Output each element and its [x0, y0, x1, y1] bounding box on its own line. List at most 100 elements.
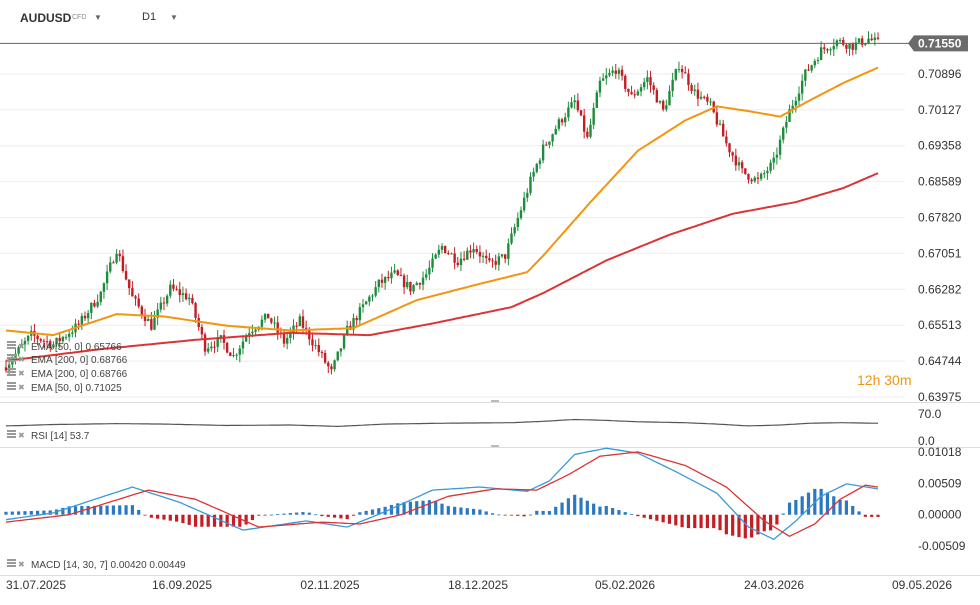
menu-icon[interactable] [7, 385, 16, 387]
macd-histogram-bar [29, 510, 33, 515]
candle-body [20, 344, 23, 348]
menu-icon[interactable] [7, 430, 16, 432]
candle-body [298, 316, 302, 326]
menu-icon[interactable] [7, 374, 16, 376]
candle-body [731, 152, 734, 156]
menu-icon[interactable] [7, 344, 16, 346]
legend-macd[interactable]: MACD [14, 30, 7] 0.00420 0.00449 [31, 560, 186, 571]
menu-icon[interactable] [7, 368, 16, 370]
candle-body [172, 284, 175, 289]
close-icon[interactable]: ✖ [18, 369, 25, 378]
candle-body [529, 176, 532, 193]
menu-icon[interactable] [7, 382, 16, 384]
macd-histogram-bar [10, 511, 14, 515]
macd-histogram-bar [762, 514, 766, 532]
candle-body [336, 351, 339, 361]
macd-histogram-bar [193, 514, 198, 527]
candle-body [867, 38, 870, 44]
symbol-chevron-down-icon[interactable]: ▼ [94, 13, 102, 22]
candle-body [140, 306, 144, 315]
macd-histogram-bar [168, 514, 172, 521]
menu-icon[interactable] [7, 371, 16, 373]
price-tick-label: 0.69358 [918, 139, 962, 153]
candle-body [64, 336, 68, 338]
macd-histogram-bar [775, 514, 779, 525]
candle-body [823, 47, 826, 50]
date-tick-label: 18.12.2025 [448, 578, 508, 592]
macd-histogram-bar [149, 514, 153, 518]
candle-body [17, 347, 20, 354]
close-icon[interactable]: ✖ [18, 342, 25, 351]
candle-body [58, 337, 61, 342]
candle-body [159, 302, 163, 310]
timeframe-chevron-down-icon[interactable]: ▼ [170, 13, 178, 22]
macd-histogram-bar [105, 505, 109, 515]
menu-icon[interactable] [7, 360, 16, 362]
candle-body [639, 87, 643, 92]
symbol-name[interactable]: AUDUSD [20, 11, 72, 25]
close-icon[interactable]: ✖ [18, 560, 25, 569]
macd-histogram-bar [693, 514, 697, 529]
menu-icon[interactable] [7, 562, 16, 564]
candle-body [390, 272, 393, 279]
menu-icon[interactable] [7, 354, 16, 356]
candle-body [838, 39, 842, 41]
candle-body [456, 262, 459, 266]
candle-body [112, 262, 115, 264]
menu-icon[interactable] [7, 559, 16, 561]
candle-body [703, 96, 706, 98]
macd-tick-label: -0.00509 [918, 539, 966, 553]
price-tick-label: 0.65513 [918, 318, 962, 332]
candle-body [406, 281, 409, 288]
price-tick-label: 0.64744 [918, 354, 962, 368]
macd-histogram-bar [503, 514, 507, 516]
candle-body [535, 164, 538, 172]
rsi-tick-label: 0.0 [918, 434, 935, 448]
legend-ema-4[interactable]: EMA [50, 0] 0.71025 [31, 383, 122, 394]
candle-body [49, 341, 52, 348]
candle-body [194, 303, 197, 318]
candle-body [737, 162, 741, 166]
menu-icon[interactable] [7, 436, 16, 438]
candle-body [507, 243, 510, 259]
macd-histogram-bar [446, 506, 450, 515]
candle-body [203, 334, 207, 352]
macd-histogram-bar [250, 514, 255, 521]
menu-icon[interactable] [7, 357, 16, 359]
legend-rsi[interactable]: RSI [14] 53.7 [31, 431, 90, 442]
menu-icon[interactable] [7, 347, 16, 349]
candle-body [383, 276, 387, 283]
close-icon[interactable]: ✖ [18, 355, 25, 364]
candle-body [699, 96, 703, 99]
macd-histogram-bar [851, 505, 855, 515]
candle-body [567, 107, 570, 118]
candle-body [267, 313, 270, 319]
menu-icon[interactable] [7, 433, 16, 435]
candle-body [551, 134, 554, 142]
menu-icon[interactable] [7, 565, 16, 567]
close-icon[interactable]: ✖ [18, 431, 25, 440]
pane-resize-handle[interactable] [491, 400, 499, 402]
macd-histogram-bar [295, 512, 299, 515]
macd-histogram-bar [257, 514, 261, 516]
candle-body [696, 89, 700, 99]
close-icon[interactable]: ✖ [18, 383, 25, 392]
legend-ema-2[interactable]: EMA [200, 0] 0.68766 [31, 355, 128, 366]
legend-ema-3[interactable]: EMA [200, 0] 0.68766 [31, 369, 128, 380]
candle-body [402, 275, 406, 288]
legend-ema-1[interactable]: EMA [50, 0] 0.65766 [31, 342, 122, 353]
candle-body [829, 49, 832, 51]
macd-histogram-bar [345, 514, 349, 520]
menu-icon[interactable] [7, 388, 16, 390]
candle-body [118, 253, 121, 257]
timeframe-selector[interactable]: D1 [142, 11, 157, 23]
menu-icon[interactable] [7, 341, 16, 343]
macd-histogram-bar [269, 514, 273, 516]
pane-resize-handle[interactable] [491, 445, 499, 447]
candle-body [409, 281, 412, 292]
candle-body [693, 89, 696, 91]
candle-body [83, 315, 87, 319]
candle-body [295, 325, 298, 327]
candle-body [327, 362, 330, 367]
